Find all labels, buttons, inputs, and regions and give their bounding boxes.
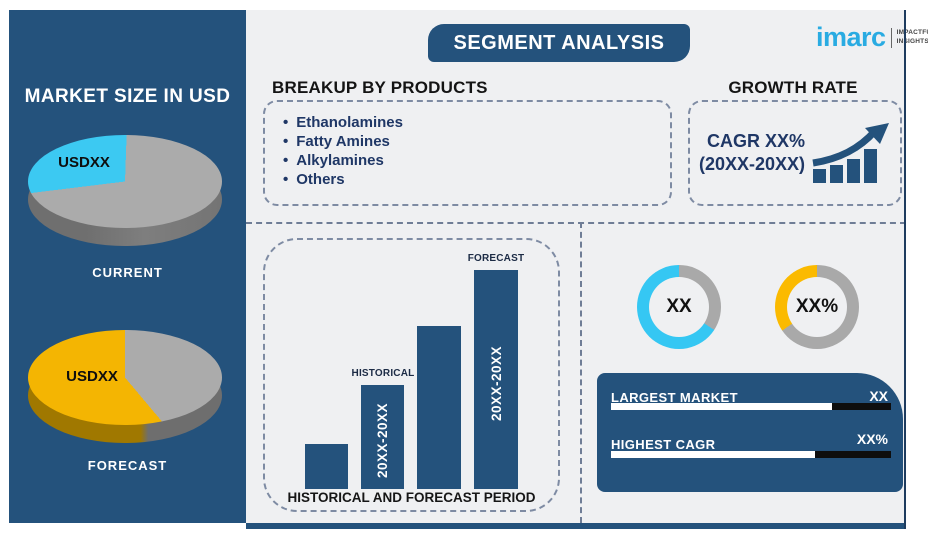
period-bar-2: 20XX-20XX xyxy=(361,385,404,489)
bar-period-label: 20XX-20XX xyxy=(375,403,390,479)
period-bar-4: 20XX-20XX xyxy=(474,270,518,489)
bullet-icon: • xyxy=(283,171,289,188)
product-item: • Alkylamines xyxy=(283,151,670,170)
highest-cagr-progress xyxy=(611,451,891,458)
products-section-header: BREAKUP BY PRODUCTS xyxy=(272,78,488,97)
bar-period-label: 20XX-20XX xyxy=(488,345,504,422)
current-caption: CURRENT xyxy=(92,265,163,280)
growth-section-header: GROWTH RATE xyxy=(728,78,858,97)
section-divider-vertical xyxy=(580,222,582,523)
imarc-logo: imarc IMPACTFUL INSIGHTS xyxy=(816,24,928,51)
imarc-logo-wordmark: imarc xyxy=(816,22,886,52)
forecast-pie xyxy=(28,330,222,425)
forecast-label: FORECAST xyxy=(467,253,525,264)
product-item: • Fatty Amines xyxy=(283,132,670,151)
donut-left-value: XX xyxy=(649,277,709,337)
largest-market-progress xyxy=(611,403,891,410)
sidebar: MARKET SIZE IN USD USDXX CURRENT USDXX F… xyxy=(9,10,246,523)
current-pie-slice-label: USDXX xyxy=(58,154,110,171)
section-divider-horizontal xyxy=(246,222,906,224)
main-panel: SEGMENT ANALYSIS imarc IMPACTFUL INSIGHT… xyxy=(246,10,928,523)
donut-right: XX% xyxy=(775,265,859,349)
period-chart-box: 20XX-20XX 20XX-20XX HISTORICAL FORECAST … xyxy=(263,238,560,512)
bullet-icon: • xyxy=(283,152,289,169)
product-label: Others xyxy=(296,171,345,188)
historical-label: HISTORICAL xyxy=(351,368,415,379)
bullet-icon: • xyxy=(283,133,289,150)
cagr-text: CAGR XX% (20XX-20XX) xyxy=(698,130,806,174)
growth-bars-arrow-icon xyxy=(812,123,890,183)
logo-divider xyxy=(890,27,892,48)
forecast-pie-slice-label: USDXX xyxy=(66,368,118,385)
bottom-accent-bar xyxy=(246,523,906,529)
largest-market-value: XX xyxy=(869,388,888,404)
products-box: • Ethanolamines • Fatty Amines • Alkylam… xyxy=(263,100,672,206)
stats-panel: LARGEST MARKET XX HIGHEST CAGR XX% xyxy=(597,373,903,492)
logo-tagline: IMPACTFUL INSIGHTS xyxy=(896,29,928,45)
highest-cagr-label: HIGHEST CAGR xyxy=(611,437,716,452)
period-bar-1 xyxy=(305,444,348,489)
current-pie xyxy=(28,135,222,228)
product-item: • Ethanolamines xyxy=(283,113,670,132)
donut-right-value: XX% xyxy=(787,277,847,337)
product-label: Ethanolamines xyxy=(296,114,403,131)
right-accent-bar xyxy=(904,10,906,529)
donut-left: XX xyxy=(637,265,721,349)
product-item: • Others xyxy=(283,170,670,189)
forecast-caption: FORECAST xyxy=(87,458,168,473)
bullet-icon: • xyxy=(283,114,289,131)
growth-rate-box: CAGR XX% (20XX-20XX) xyxy=(688,100,902,206)
largest-market-label: LARGEST MARKET xyxy=(611,390,738,405)
period-chart-caption: HISTORICAL AND FORECAST PERIOD xyxy=(287,490,536,505)
market-size-title: MARKET SIZE IN USD xyxy=(24,86,231,107)
period-bar-3 xyxy=(417,326,461,489)
product-label: Alkylamines xyxy=(296,152,384,169)
progress-fill xyxy=(611,451,816,458)
product-label: Fatty Amines xyxy=(296,133,390,150)
progress-fill xyxy=(611,403,833,410)
highest-cagr-value: XX% xyxy=(856,431,888,447)
segment-analysis-banner: SEGMENT ANALYSIS xyxy=(428,24,690,62)
